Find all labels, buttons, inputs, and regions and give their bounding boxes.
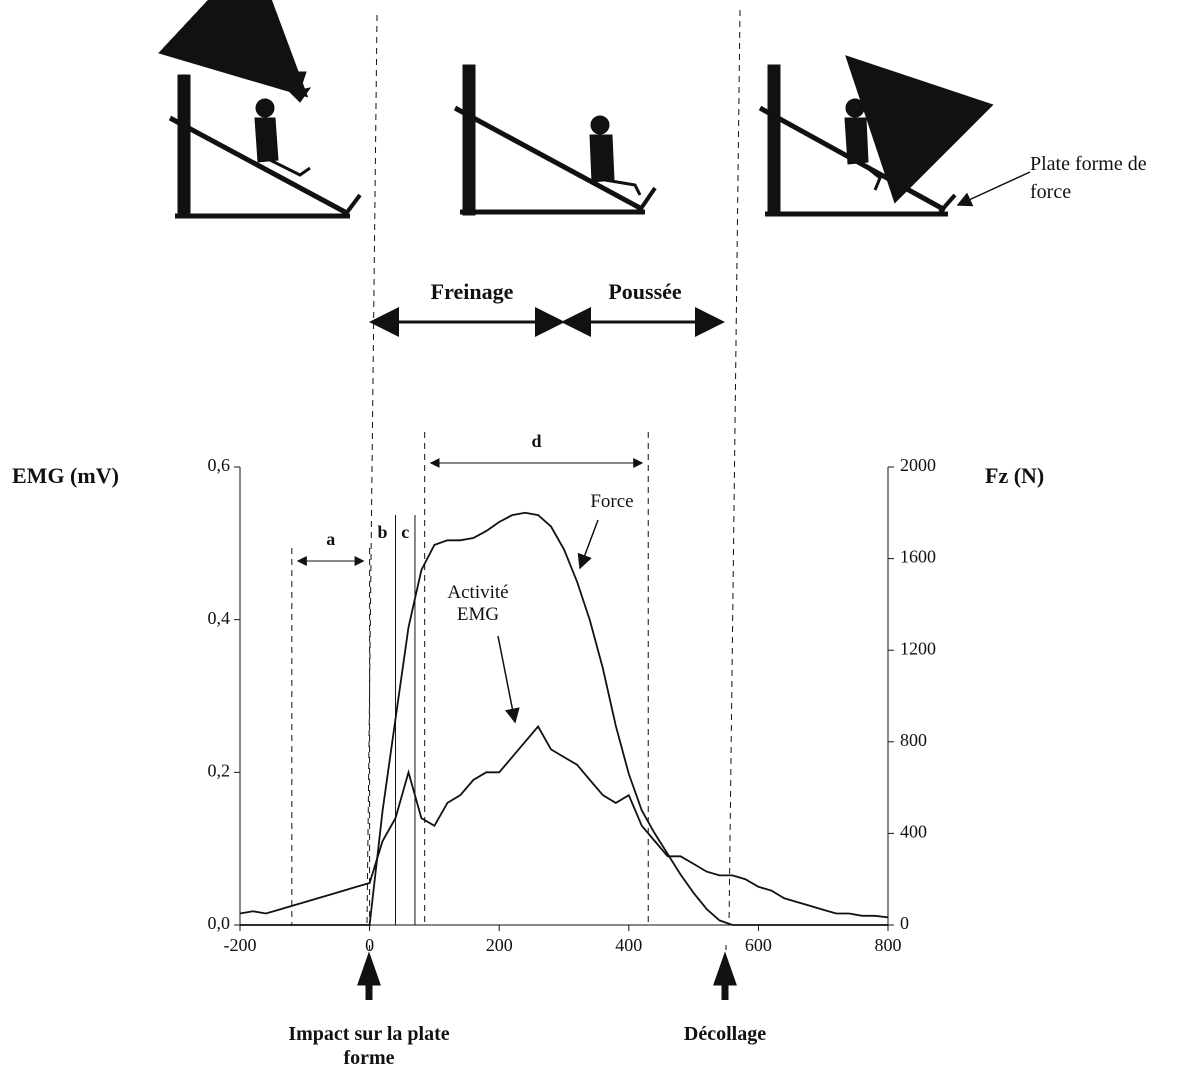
sled-illustration bbox=[158, 0, 362, 219]
event-arrow bbox=[713, 951, 737, 1000]
y-tick-label: 0,2 bbox=[208, 760, 231, 780]
apparatus-label: Plate forme de force bbox=[1030, 153, 1147, 203]
x-tick-label: -200 bbox=[224, 935, 257, 955]
label-pointer bbox=[577, 519, 599, 570]
y-tick-label: 0,4 bbox=[208, 608, 231, 628]
sled-illustration bbox=[758, 55, 1031, 217]
event-label: Décollage bbox=[683, 1023, 767, 1045]
phase-label: Freinage bbox=[431, 279, 514, 304]
interval-label: d bbox=[531, 431, 541, 451]
y-tick-label: 0,0 bbox=[208, 913, 231, 933]
y2-tick-label: 2000 bbox=[900, 455, 936, 475]
event-arrow bbox=[357, 951, 381, 1000]
phase-boundary bbox=[728, 9, 741, 926]
y-tick-label: 0,6 bbox=[208, 455, 231, 475]
phase-label: Poussée bbox=[608, 279, 682, 304]
phase-boundary bbox=[366, 14, 378, 926]
y2-tick-label: 400 bbox=[900, 822, 927, 842]
interval-label: c bbox=[401, 522, 409, 542]
y2-tick-label: 800 bbox=[900, 730, 927, 750]
x-tick-label: 400 bbox=[615, 935, 642, 955]
interval-label: b bbox=[378, 522, 388, 542]
y2-tick-label: 1600 bbox=[900, 547, 936, 567]
y2-tick-label: 0 bbox=[900, 913, 909, 933]
series-label: Activité EMG bbox=[447, 582, 509, 625]
x-tick-label: 800 bbox=[875, 935, 902, 955]
interval-label: a bbox=[326, 529, 335, 549]
x-tick-label: 600 bbox=[745, 935, 772, 955]
sled-illustration bbox=[453, 64, 657, 216]
label-pointer bbox=[497, 635, 520, 724]
series-line bbox=[240, 511, 888, 926]
y2-axis-title: Fz (N) bbox=[985, 463, 1044, 488]
x-tick-label: 200 bbox=[486, 935, 513, 955]
series-line bbox=[239, 724, 889, 919]
y2-tick-label: 1200 bbox=[900, 638, 936, 658]
series-label: Force bbox=[590, 491, 634, 512]
event-label: Impact sur la plate forme bbox=[288, 1023, 450, 1069]
y-axis-title: EMG (mV) bbox=[12, 463, 119, 488]
